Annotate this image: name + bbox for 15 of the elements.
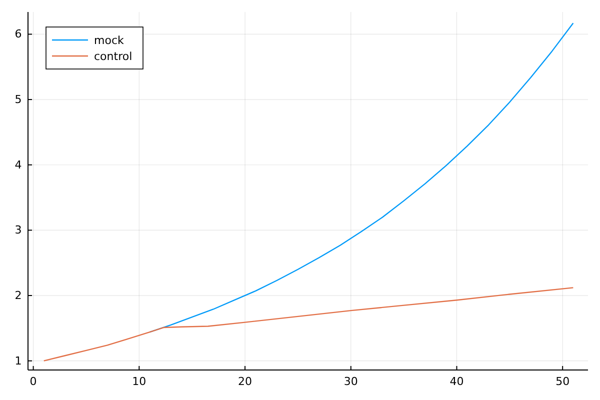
y-tick-label: 6	[14, 28, 22, 41]
x-tick-label: 20	[238, 375, 252, 388]
x-tick-label: 10	[132, 375, 146, 388]
y-tick-label: 3	[14, 224, 22, 237]
y-tick-label: 4	[14, 158, 22, 172]
line-series	[43, 287, 574, 362]
y-tick-label: 5	[14, 93, 22, 106]
y-tick-label: 1	[14, 354, 22, 368]
x-tick-label: 50	[556, 375, 570, 388]
x-tick-label: 30	[344, 375, 358, 388]
legend-label: control	[94, 50, 132, 63]
y-tick-label: 2	[14, 289, 22, 302]
x-tick-label: 0	[30, 375, 37, 388]
legend-label: mock	[94, 34, 124, 47]
x-tick-label: 40	[450, 375, 464, 388]
